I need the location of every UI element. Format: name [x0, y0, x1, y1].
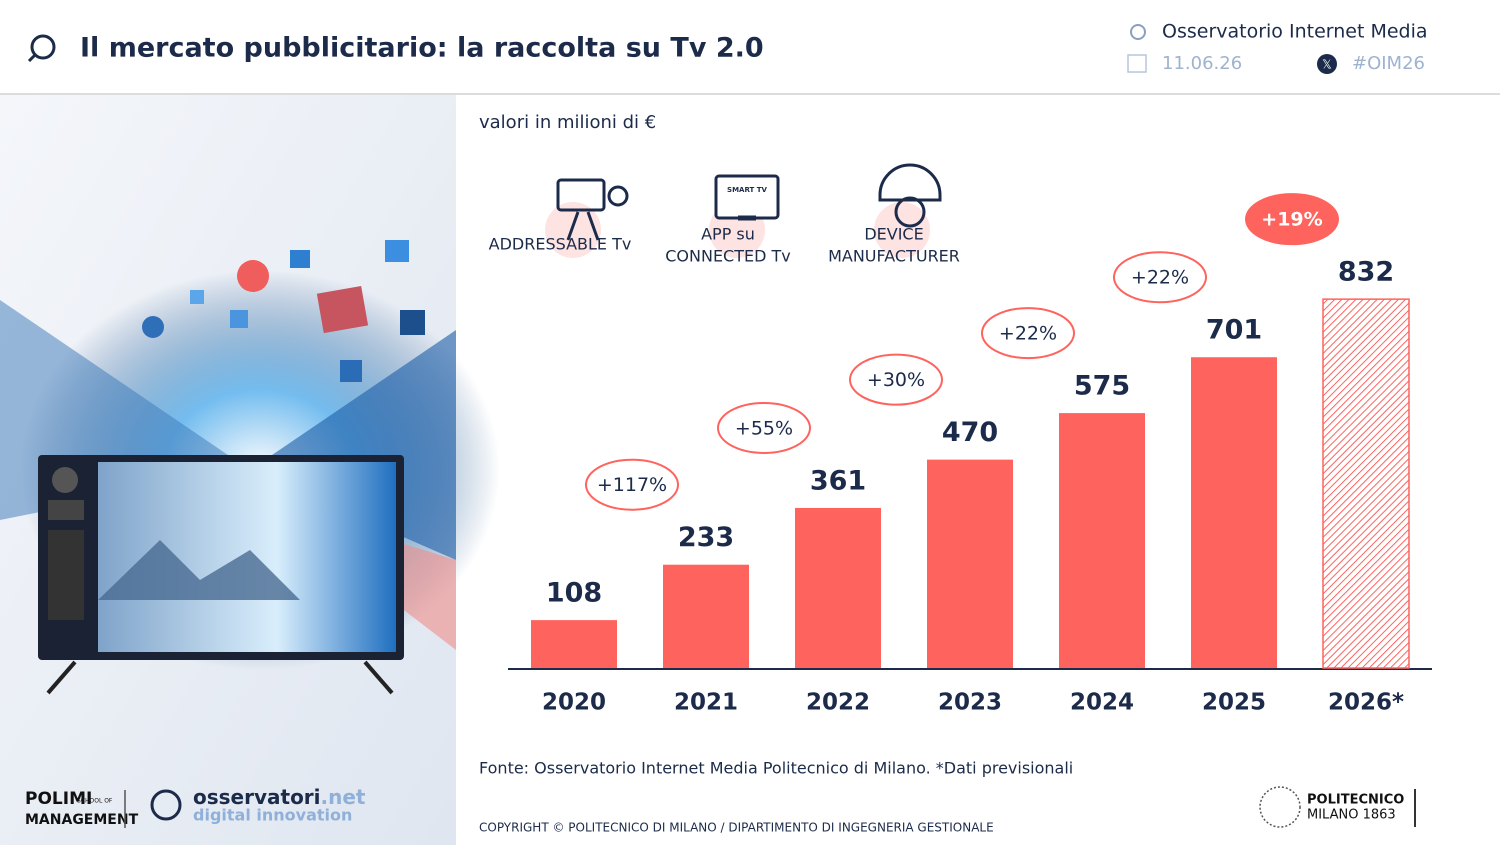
value-label: 233 [678, 522, 734, 553]
x-tick-label: 2022 [806, 690, 870, 716]
x-tick-label: 2020 [542, 690, 606, 716]
growth-bubble [1245, 193, 1339, 246]
value-label: 832 [1338, 257, 1394, 288]
x-icon: 𝕏 [1322, 58, 1332, 72]
osservatori: osservatori [193, 785, 321, 809]
observatory-icon [1130, 24, 1146, 40]
logo-icon [27, 53, 37, 63]
observatory: Osservatorio Internet Media [1162, 21, 1428, 43]
chart: valori in milioni di € Fonte: Osservator… [479, 112, 1432, 778]
growth-bubble [1113, 251, 1207, 304]
copyright: COPYRIGHT © POLITECNICO DI MILANO / DIPA… [479, 821, 994, 835]
bar [1191, 357, 1277, 668]
growth-bubble [717, 401, 811, 454]
date: 11.06.26 [1162, 53, 1242, 74]
growth-label: +19% [1261, 209, 1322, 231]
title: Il mercato pubblicitario: la raccolta su… [80, 33, 764, 64]
bar [1059, 413, 1145, 668]
growth-bubble [981, 307, 1075, 360]
management: MANAGEMENT [25, 812, 139, 828]
x-tick-label: 2021 [674, 690, 738, 716]
x-tick-label: 2023 [938, 690, 1002, 716]
bar [927, 459, 1013, 668]
bar [795, 507, 881, 668]
growth-label: +117% [597, 474, 667, 496]
icon-text: SMART TV [727, 186, 767, 194]
school: SCHOOL OF [77, 798, 113, 805]
calendar-icon [1127, 54, 1147, 73]
hashtag: #OIM26 [1352, 53, 1425, 74]
x-tick-label: 2024 [1070, 690, 1134, 716]
growth-label: +22% [999, 323, 1057, 345]
segment-label: ADDRESSABLE Tv [489, 235, 632, 254]
source: Fonte: Osservatorio Internet Media Polit… [479, 759, 1073, 778]
value-label: 361 [810, 465, 866, 496]
value-label: 575 [1074, 371, 1130, 402]
x-tick-label: 2026* [1328, 690, 1404, 716]
logo-icon [150, 789, 182, 821]
footer: POLIMI SCHOOL OF MANAGEMENT osservatori.… [25, 785, 1416, 835]
bar [663, 564, 749, 668]
bar [1322, 298, 1410, 669]
x-tick-label: 2025 [1202, 690, 1266, 716]
segment-label: DEVICE [864, 225, 923, 244]
segment-label: MANUFACTURER [828, 247, 960, 266]
growth-label: +22% [1131, 267, 1189, 289]
header: Il mercato pubblicitario: la raccolta su… [0, 21, 1500, 95]
segment-label: CONNECTED Tv [665, 247, 791, 266]
value-label: 470 [942, 417, 998, 448]
segment-label: APP su [701, 225, 755, 244]
politecnico-seal [1259, 786, 1301, 828]
bar [531, 620, 617, 668]
osservatori: osservatori.net [193, 785, 366, 809]
growth-bubble [849, 353, 943, 406]
politecnico: POLITECNICO [1307, 793, 1404, 808]
milano: MILANO 1863 [1307, 808, 1396, 823]
logo-icon [30, 34, 56, 60]
chart-subtitle: valori in milioni di € [479, 112, 656, 133]
x-icon [1317, 54, 1337, 74]
growth-label: +30% [867, 369, 925, 391]
segments: SMART TV [545, 163, 942, 258]
growth-label: +55% [735, 417, 793, 439]
growth-bubble [585, 458, 679, 511]
value-label: 108 [546, 578, 602, 609]
illustration [0, 95, 500, 845]
net: .net [321, 785, 366, 809]
polimi: POLIMI [25, 789, 92, 809]
value-label: 701 [1206, 315, 1262, 346]
digital-innovation: digital innovation [193, 806, 352, 825]
